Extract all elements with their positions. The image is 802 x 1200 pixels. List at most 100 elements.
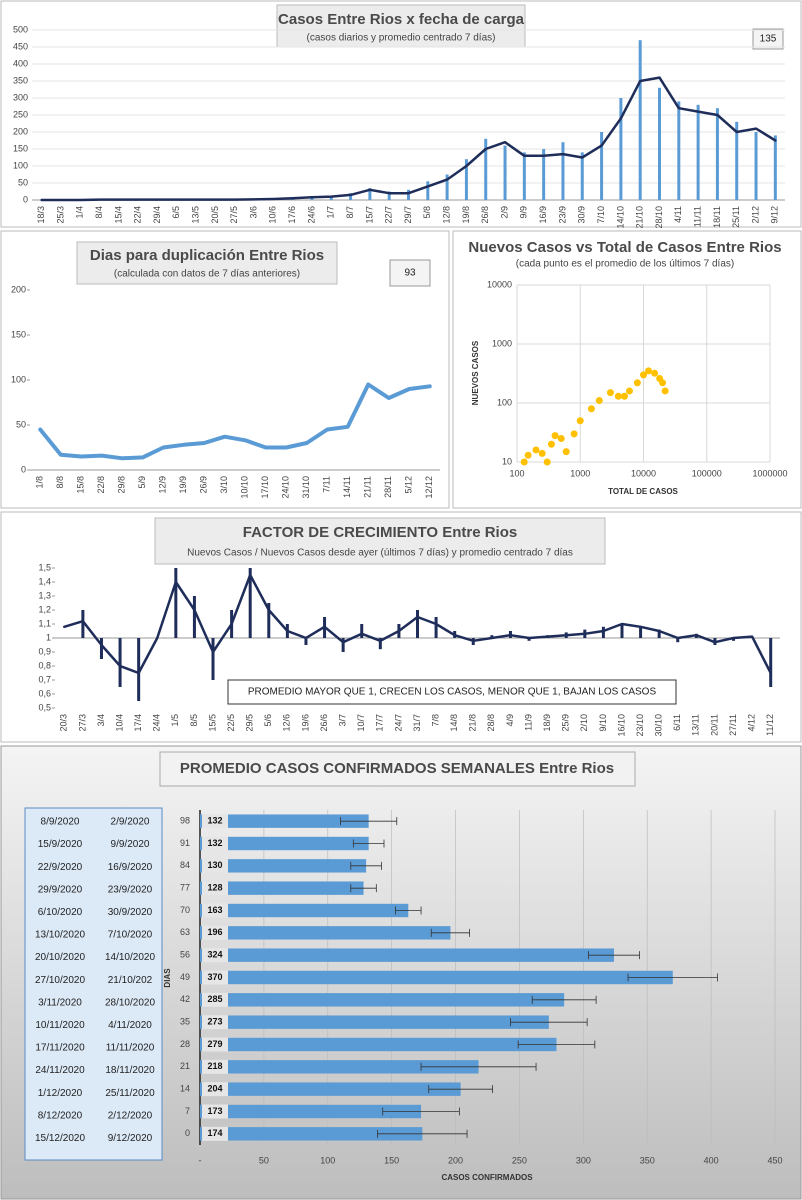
annotation-box <box>389 259 431 287</box>
date-cell: 2/12/2020 <box>108 1110 153 1121</box>
date-cell: 21/10/202 <box>108 975 153 986</box>
date-cell: 18/11/2020 <box>105 1065 155 1076</box>
annotation: 93 <box>404 268 416 279</box>
bar <box>639 626 643 638</box>
x-tick-label: 17/7 <box>375 714 385 732</box>
x-tick-label: 13/11 <box>691 714 701 736</box>
y-tick-label: 1,3 <box>38 590 51 600</box>
point <box>557 435 565 443</box>
x-tick-label: 100 <box>509 468 524 478</box>
line <box>63 573 772 675</box>
value-label: 132 <box>207 838 222 848</box>
bar <box>657 629 661 638</box>
x-tick-label: 24/4 <box>152 714 162 732</box>
x-tick-label: 25/3 <box>55 206 65 224</box>
bar <box>200 859 367 873</box>
x-axis-label: CASOS CONFIRMADOS <box>441 1173 533 1182</box>
value-label: 173 <box>207 1106 222 1116</box>
x-tick-label: 1000 <box>570 468 590 478</box>
point <box>620 392 628 400</box>
x-tick-label: 11/11 <box>692 206 702 227</box>
point <box>606 389 614 397</box>
bar <box>619 98 623 200</box>
x-tick-label: 10/6 <box>268 206 278 224</box>
title-box <box>159 751 636 787</box>
error-bar <box>510 1018 588 1027</box>
point <box>587 405 595 413</box>
value-label: 285 <box>207 994 222 1004</box>
bar <box>200 1104 422 1119</box>
bar <box>211 638 215 680</box>
bar <box>715 108 719 200</box>
value-label-box <box>202 1059 228 1074</box>
point <box>625 387 633 395</box>
bar <box>434 617 438 638</box>
y-tick-label: 100 <box>497 397 512 407</box>
value-label: 132 <box>207 816 222 826</box>
x-tick-label: 5/8 <box>422 206 432 219</box>
date-cell: 20/10/2020 <box>35 952 85 963</box>
x-tick-label: 28/10 <box>654 206 664 229</box>
x-tick-label: 17/6 <box>287 206 297 224</box>
bar <box>99 638 103 659</box>
point <box>633 379 641 387</box>
date-cell: 27/10/2020 <box>35 975 85 986</box>
y-axis-label: NUEVOS CASOS <box>471 340 480 405</box>
chart-subtitle: (casos diarios y promedio centrado 7 día… <box>307 33 496 44</box>
x-tick-label: 10/10 <box>240 476 250 499</box>
x-tick-label: 27/3 <box>77 714 87 732</box>
x-tick-label: 1000000 <box>752 468 787 478</box>
y-tick-label: 200 <box>11 284 26 294</box>
y-tick-label: 0 <box>23 194 28 204</box>
date-cell: 17/11/2020 <box>35 1043 85 1054</box>
x-tick-label: 4/12 <box>746 714 756 732</box>
bar <box>416 610 419 638</box>
x-tick-label: 50 <box>259 1155 269 1165</box>
x-tick-label: 3/6 <box>248 206 258 219</box>
date-cell: 7/10/2020 <box>108 930 153 941</box>
x-tick-label: 19/9 <box>178 476 188 494</box>
chart-subtitle: (cada punto es el promedio de los último… <box>516 259 734 270</box>
x-tick-label: 100 <box>320 1155 335 1165</box>
value-label-box <box>202 881 228 896</box>
x-tick-label: 15/8 <box>76 476 86 494</box>
date-cell: 11/11/2020 <box>106 1043 155 1054</box>
bar <box>696 104 700 200</box>
x-tick-label: 25/11 <box>731 206 741 228</box>
x-tick-label: 30/10 <box>654 714 664 737</box>
x-tick-label: 5/6 <box>263 714 273 727</box>
value-label-box <box>202 1015 228 1030</box>
title-box <box>76 241 338 285</box>
x-tick-label: 29/4 <box>152 206 162 224</box>
date-cell: 13/10/2020 <box>35 930 85 941</box>
bar <box>464 159 468 200</box>
error-bar <box>517 1040 596 1049</box>
x-tick-label: 14/8 <box>449 714 459 732</box>
y-tick-label: 1,4 <box>38 576 51 586</box>
x-tick-label: 5/9 <box>137 476 147 489</box>
date-cell: 1/12/2020 <box>38 1088 83 1099</box>
x-tick-label: 2/9 <box>499 206 509 219</box>
point <box>551 432 559 440</box>
point <box>651 369 659 377</box>
y-tick-label: 200 <box>13 126 28 136</box>
x-tick-label: 11/9 <box>523 714 533 731</box>
value-label: 273 <box>207 1017 222 1027</box>
x-tick-label: 21/10 <box>635 206 645 229</box>
y-tick-label: 35 <box>180 1017 190 1027</box>
x-tick-label: 17/4 <box>133 714 143 732</box>
y-tick-label: 450 <box>13 41 28 51</box>
value-label-box <box>202 858 228 873</box>
bar <box>601 626 605 638</box>
bar <box>542 149 546 200</box>
x-tick-label: 12/6 <box>282 714 292 732</box>
value-label-box <box>202 814 228 829</box>
error-bar <box>588 951 640 960</box>
date-cell: 3/11/2020 <box>38 997 82 1008</box>
x-tick-label: 22/4 <box>133 206 143 224</box>
x-tick-label: 12/8 <box>441 206 451 224</box>
bar <box>200 948 614 962</box>
x-tick-label: 16/9 <box>538 206 548 224</box>
y-tick-label: 0,6 <box>38 688 51 698</box>
